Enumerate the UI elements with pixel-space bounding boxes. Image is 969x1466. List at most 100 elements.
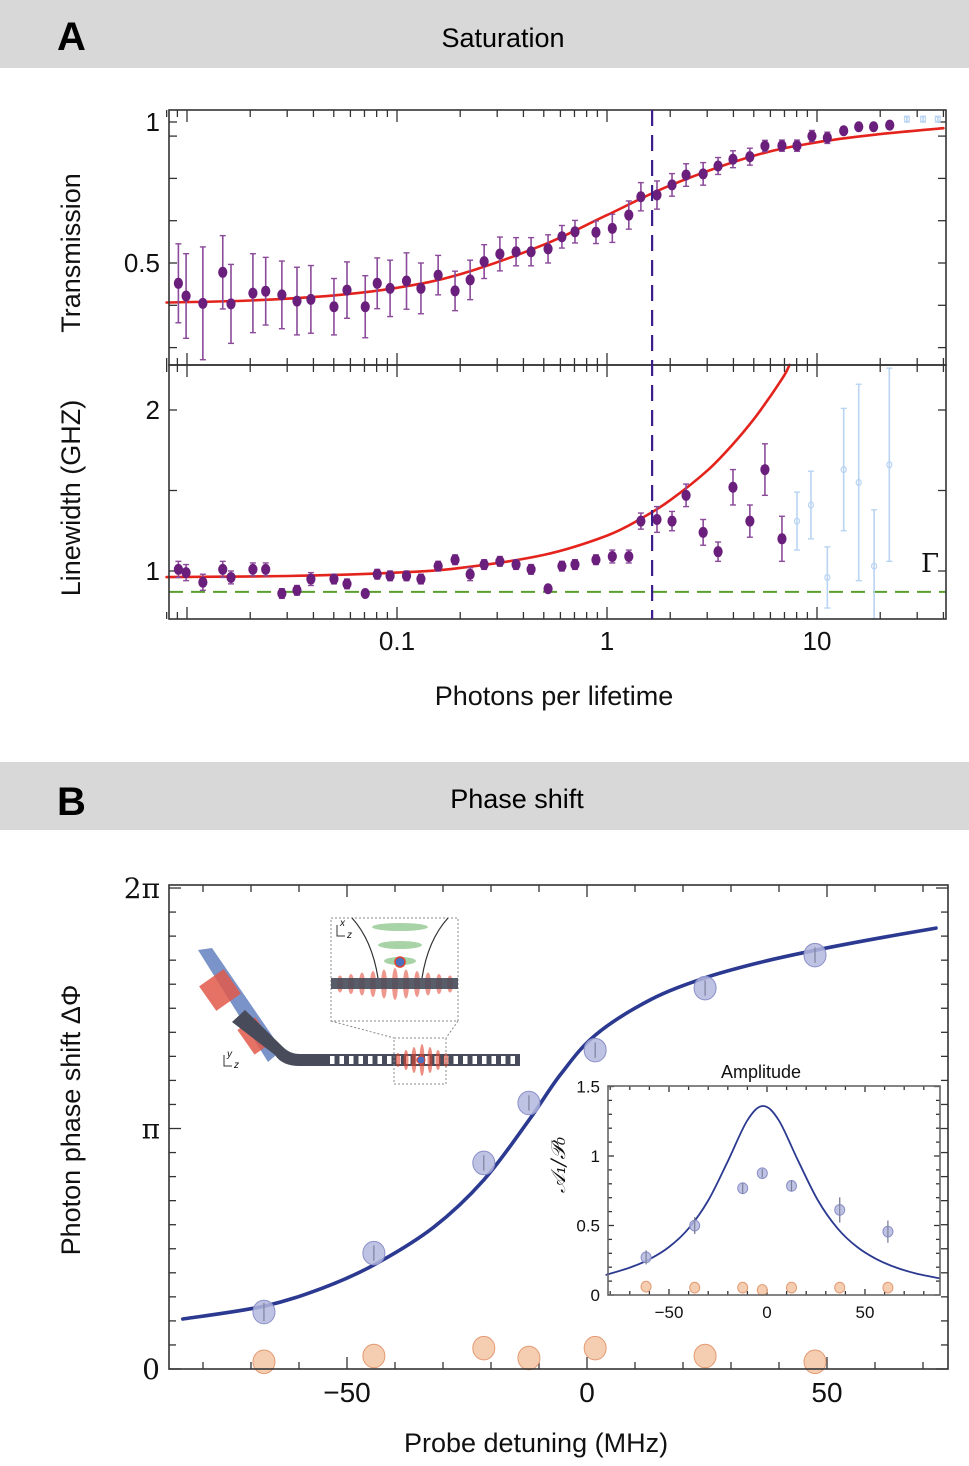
- data-point: [824, 573, 831, 582]
- data-point: [261, 285, 271, 297]
- data-point: [557, 231, 567, 243]
- x-axis-label: Photons per lifetime: [435, 681, 674, 711]
- data-point: [511, 559, 521, 571]
- data-point: [868, 121, 879, 133]
- field-mode: [395, 1053, 401, 1067]
- axis-letter: y: [226, 1049, 233, 1060]
- waveguide-hole: [501, 1056, 506, 1064]
- data-point: [292, 295, 302, 307]
- data-point: [728, 153, 738, 165]
- data-point: [450, 554, 460, 566]
- fit-curve: [605, 1105, 941, 1280]
- data-point: [792, 140, 802, 152]
- inset-x-tick-label: 50: [856, 1303, 875, 1322]
- x-tick-label: 50: [811, 1377, 842, 1408]
- data-point: [689, 1281, 701, 1294]
- data-point: [885, 119, 895, 131]
- data-point: [495, 248, 505, 260]
- panel-b-letter: B: [57, 780, 86, 824]
- x-tick-label: −50: [323, 1377, 371, 1408]
- data-point: [760, 140, 770, 152]
- data-point: [886, 461, 893, 469]
- atom-icon: [394, 956, 406, 968]
- data-point: [640, 1280, 652, 1293]
- field-mode: [403, 1050, 409, 1070]
- data-point: [652, 189, 662, 201]
- waveguide-hole: [368, 1056, 373, 1064]
- data-point: [557, 560, 567, 572]
- data-point: [728, 481, 738, 493]
- data-point: [807, 130, 817, 142]
- data-point: [570, 559, 580, 571]
- data-point: [401, 570, 412, 582]
- waveguide-hole: [387, 1056, 392, 1064]
- data-point: [248, 287, 258, 299]
- data-point: [737, 1281, 749, 1294]
- waveguide-hole: [453, 1056, 458, 1064]
- data-point: [173, 563, 183, 575]
- data-point: [681, 489, 691, 501]
- data-point: [807, 501, 815, 509]
- data-point: [465, 274, 475, 286]
- waveguide-section: [331, 978, 458, 989]
- field-mode: [411, 1047, 417, 1073]
- data-point: [919, 115, 927, 123]
- data-point: [416, 282, 426, 294]
- waveguide-hole: [425, 1056, 430, 1064]
- data-point: [777, 533, 787, 545]
- x-tick-label: 0: [579, 1377, 595, 1408]
- panel-b-title: Phase shift: [450, 784, 584, 814]
- y-axis-label: Linewidth (GHZ): [56, 400, 86, 597]
- data-point: [882, 1281, 894, 1294]
- data-point: [543, 583, 553, 595]
- data-point: [839, 125, 849, 137]
- data-point: [854, 121, 864, 133]
- data-point: [607, 551, 617, 563]
- waveguide-hole: [339, 1056, 344, 1064]
- data-point: [218, 563, 228, 575]
- data-point: [607, 222, 617, 234]
- data-point: [252, 1349, 276, 1375]
- inset-y-tick-label: 1: [591, 1147, 600, 1166]
- inset-background: [608, 1086, 940, 1295]
- data-point: [934, 115, 941, 123]
- data-point: [433, 560, 443, 572]
- waveguide-hole: [377, 1056, 382, 1064]
- data-point: [198, 297, 208, 309]
- data-point: [903, 115, 911, 123]
- data-point: [756, 1284, 768, 1296]
- data-point: [698, 526, 708, 538]
- data-point: [840, 465, 847, 474]
- panel-a-header: [0, 0, 969, 68]
- data-point: [479, 559, 489, 571]
- data-point: [450, 285, 460, 297]
- y-tick-label: 2: [146, 395, 160, 425]
- inset-y-axis-label: 𝒜₁/𝒫₀: [546, 1137, 570, 1193]
- data-point: [693, 1343, 717, 1369]
- data-point: [624, 209, 634, 221]
- data-point: [360, 301, 370, 313]
- data-point: [465, 568, 475, 580]
- data-point: [292, 584, 302, 596]
- data-point: [698, 168, 708, 180]
- zoom-connector: [330, 1020, 395, 1039]
- inset-title: Amplitude: [721, 1062, 801, 1082]
- data-point: [261, 563, 271, 575]
- fit-curve: [165, 363, 791, 579]
- data-point: [803, 1349, 827, 1375]
- inset-y-tick-label: 1.5: [576, 1078, 600, 1097]
- data-point: [362, 1343, 386, 1369]
- waveguide-hole: [463, 1056, 468, 1064]
- waveguide-hole: [472, 1056, 477, 1064]
- data-point: [472, 1335, 496, 1361]
- data-point: [760, 464, 770, 476]
- data-point: [306, 293, 316, 305]
- data-point: [372, 568, 382, 580]
- panel-a-title: Saturation: [441, 23, 564, 53]
- data-point: [495, 555, 505, 567]
- tweezer-outline: [351, 917, 449, 979]
- zoom-box: [393, 1037, 447, 1085]
- waveguide-hole: [330, 1056, 335, 1064]
- linewidth-plot-frame: [168, 364, 947, 620]
